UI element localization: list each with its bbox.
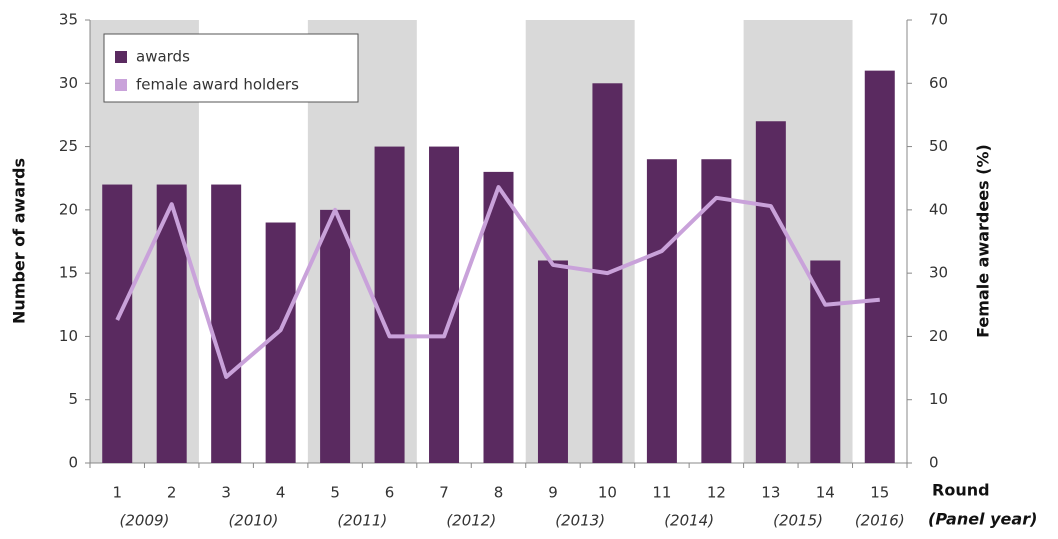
bar (211, 184, 242, 464)
y-tick-label: 25 (59, 137, 78, 155)
y2-tick-label: 70 (929, 11, 948, 29)
y2-tick-label: 60 (929, 74, 948, 92)
year-label: (2012) (446, 512, 496, 530)
x-tick-label: 10 (598, 484, 617, 502)
x-tick-label: 7 (439, 484, 449, 502)
bar (537, 260, 568, 463)
y2-tick-label: 0 (929, 454, 939, 472)
legend-swatch (115, 51, 127, 63)
legend-label: female award holders (136, 76, 299, 94)
x-tick-label: 3 (221, 484, 231, 502)
y2-tick-label: 40 (929, 200, 948, 218)
x-tick-label: 6 (385, 484, 395, 502)
year-label: (2011) (337, 512, 387, 530)
y-tick-label: 10 (59, 327, 78, 345)
x-tick-label: 11 (652, 484, 671, 502)
bar (646, 159, 677, 463)
y-axis-label: Number of awards (10, 158, 29, 324)
bar (755, 121, 786, 463)
x-tick-label: 1 (112, 484, 122, 502)
x-tick-label: 8 (494, 484, 504, 502)
x-tick-label: 9 (548, 484, 558, 502)
y-tick-label: 30 (59, 74, 78, 92)
y2-tick-label: 10 (929, 390, 948, 408)
y-tick-label: 5 (68, 390, 78, 408)
y2-tick-label: 30 (929, 264, 948, 282)
legend-label: awards (136, 48, 190, 66)
y-tick-label: 20 (59, 200, 78, 218)
y-tick-label: 0 (68, 454, 78, 472)
y2-tick-label: 20 (929, 327, 948, 345)
year-label: (2014) (664, 512, 714, 530)
y2-axis-label: Female awardees (%) (974, 144, 993, 338)
x-tick-label: 5 (330, 484, 340, 502)
bar (864, 70, 895, 463)
year-label: (2010) (228, 512, 278, 530)
x-tick-label: 12 (707, 484, 726, 502)
x-tick-label: 15 (870, 484, 889, 502)
bar (810, 260, 841, 463)
year-label: (2009) (120, 512, 170, 530)
bar (374, 146, 405, 464)
bar (483, 171, 514, 463)
bar (701, 159, 732, 463)
x-tick-label: 2 (167, 484, 177, 502)
bar (102, 184, 133, 464)
year-label: (2013) (555, 512, 605, 530)
legend-swatch (115, 79, 127, 91)
x-tick-label: 13 (761, 484, 780, 502)
bar (265, 222, 296, 463)
x-tick-label: 4 (276, 484, 286, 502)
legend-box (103, 33, 359, 103)
line (115, 185, 880, 379)
y2-tick-label: 50 (929, 137, 948, 155)
year-label: (2015) (773, 512, 823, 530)
y-tick-label: 15 (59, 264, 78, 282)
year-label: (2016) (855, 512, 905, 530)
x-axis-label-2: (Panel year) (928, 510, 1037, 529)
y-tick-label: 35 (59, 11, 78, 29)
x-tick-label: 14 (816, 484, 835, 502)
x-axis-label: Round (932, 481, 990, 500)
bar (320, 209, 351, 463)
